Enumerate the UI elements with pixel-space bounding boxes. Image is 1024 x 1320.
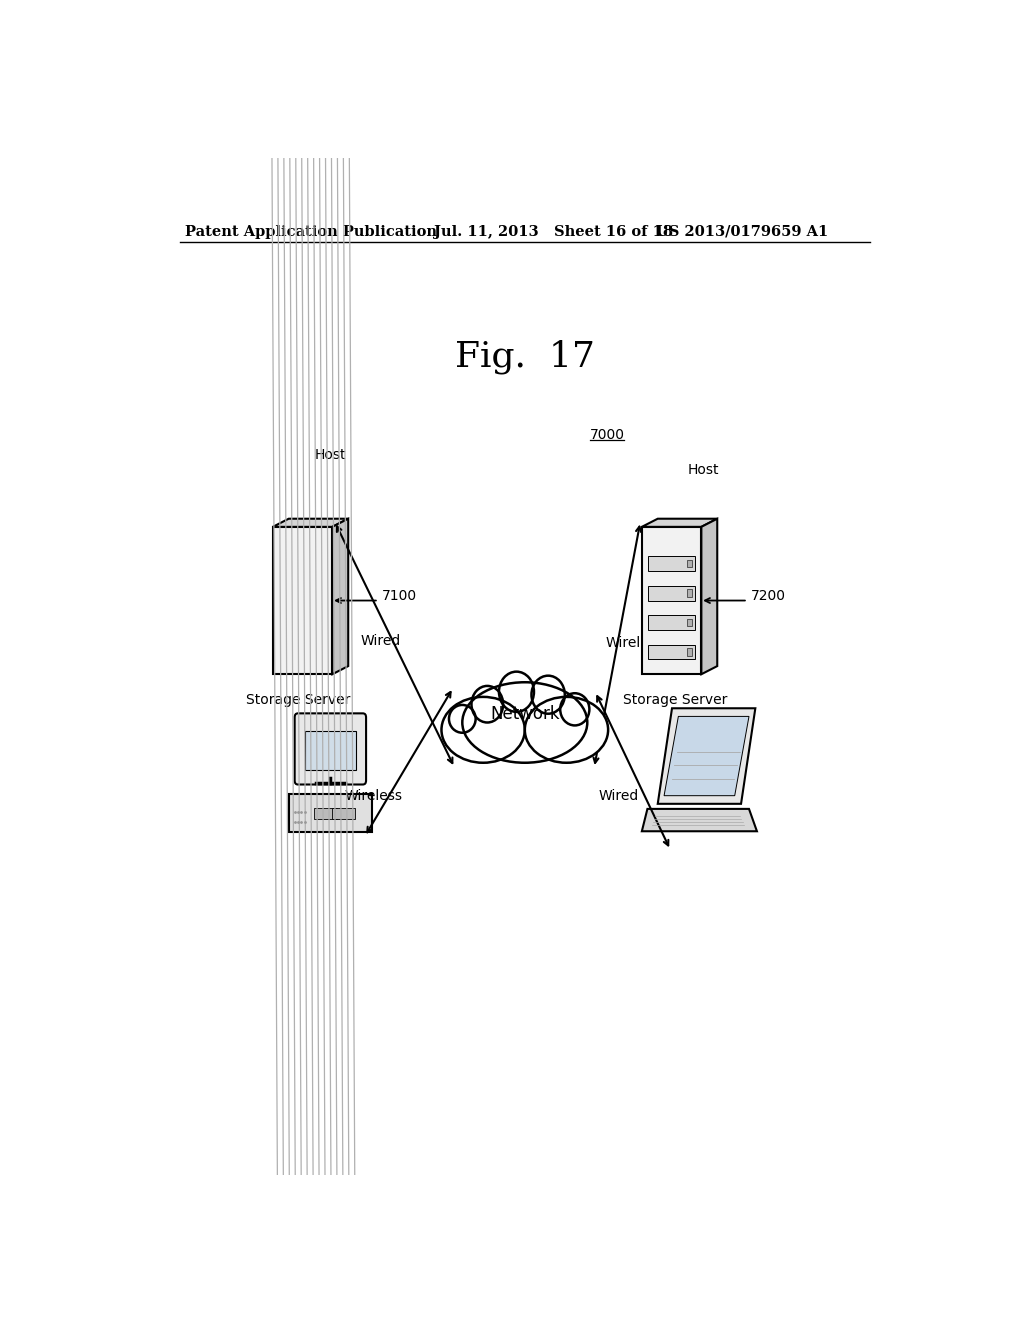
Ellipse shape bbox=[524, 697, 608, 763]
Bar bbox=[687, 648, 691, 656]
Text: Network: Network bbox=[490, 705, 559, 723]
Text: Patent Application Publication: Patent Application Publication bbox=[185, 224, 437, 239]
Polygon shape bbox=[657, 709, 756, 804]
Ellipse shape bbox=[560, 693, 590, 726]
Ellipse shape bbox=[462, 682, 588, 763]
Ellipse shape bbox=[531, 676, 565, 714]
Text: Wired: Wired bbox=[360, 634, 400, 648]
Text: Fig.  17: Fig. 17 bbox=[455, 339, 595, 374]
Bar bbox=[272, 527, 333, 675]
Text: Wireless: Wireless bbox=[605, 636, 664, 651]
Bar bbox=[642, 527, 701, 675]
Bar bbox=[648, 556, 695, 572]
Ellipse shape bbox=[499, 672, 534, 711]
Bar bbox=[687, 560, 691, 568]
Polygon shape bbox=[665, 717, 749, 796]
Text: US 2013/0179659 A1: US 2013/0179659 A1 bbox=[655, 224, 828, 239]
Bar bbox=[313, 808, 337, 818]
Polygon shape bbox=[642, 519, 717, 527]
Ellipse shape bbox=[449, 705, 475, 733]
Polygon shape bbox=[642, 809, 757, 832]
Ellipse shape bbox=[441, 697, 525, 763]
Polygon shape bbox=[272, 519, 348, 527]
Text: Wired: Wired bbox=[598, 788, 639, 803]
Text: 7000: 7000 bbox=[590, 428, 625, 442]
Ellipse shape bbox=[471, 686, 503, 722]
Polygon shape bbox=[701, 519, 717, 675]
Bar bbox=[332, 808, 355, 818]
Text: 7200: 7200 bbox=[751, 590, 785, 603]
Bar bbox=[687, 619, 691, 626]
Text: Host: Host bbox=[314, 447, 346, 462]
Bar bbox=[305, 731, 355, 770]
Text: Storage Server: Storage Server bbox=[624, 693, 728, 706]
Bar bbox=[648, 586, 695, 601]
Text: Jul. 11, 2013   Sheet 16 of 18: Jul. 11, 2013 Sheet 16 of 18 bbox=[433, 224, 673, 239]
Bar bbox=[289, 793, 372, 833]
Bar bbox=[648, 615, 695, 630]
Bar bbox=[648, 644, 695, 660]
Text: Host: Host bbox=[687, 463, 719, 478]
Text: Storage Server: Storage Server bbox=[247, 693, 351, 706]
FancyBboxPatch shape bbox=[295, 713, 367, 784]
Bar bbox=[687, 590, 691, 597]
Text: Wireless: Wireless bbox=[345, 788, 403, 803]
Text: 7100: 7100 bbox=[382, 590, 417, 603]
Polygon shape bbox=[333, 519, 348, 675]
